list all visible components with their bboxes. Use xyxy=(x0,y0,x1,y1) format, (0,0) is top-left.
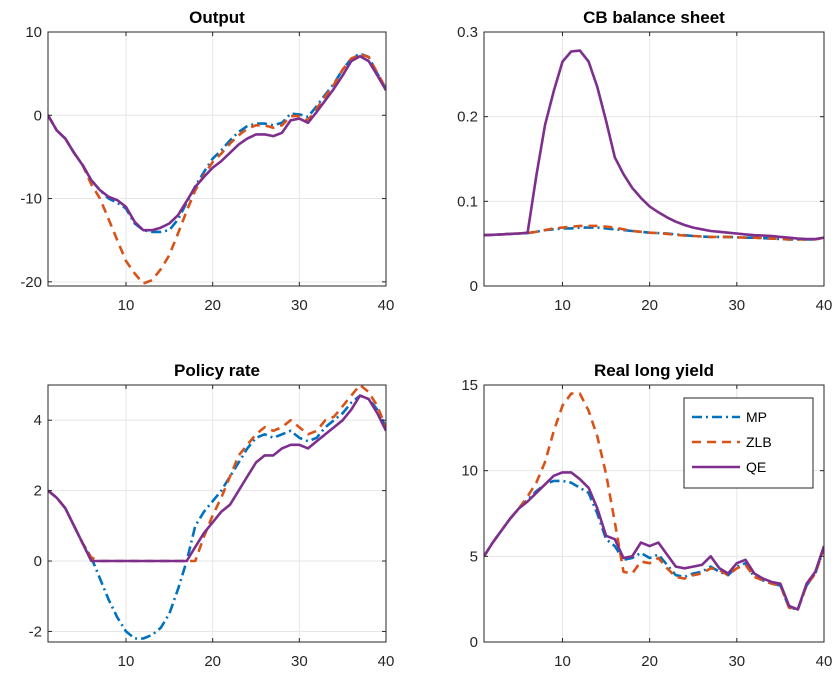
y-tick-label: -10 xyxy=(20,191,42,208)
chart-title: Real long yield xyxy=(594,361,714,380)
x-tick-label: 10 xyxy=(118,297,135,314)
x-tick-label: 20 xyxy=(204,297,221,314)
x-tick-label: 20 xyxy=(641,297,658,314)
x-tick-label: 10 xyxy=(554,653,571,670)
series-line-qe xyxy=(484,49,824,241)
y-tick-label: 2 xyxy=(34,483,42,500)
axes-box xyxy=(47,384,387,643)
panel-real-long-yield: 10 20 30 40 0 5 10 15 Real long yield MP ZLB QE xyxy=(461,361,832,670)
series-group xyxy=(48,52,386,285)
x-tick-label: 20 xyxy=(204,653,221,670)
y-tick-label: 15 xyxy=(461,377,478,394)
y-tick-label: 5 xyxy=(470,548,478,565)
y-tick-label: -20 xyxy=(20,274,42,291)
chart-title: Policy rate xyxy=(174,361,260,380)
series-line-mp xyxy=(484,226,824,241)
y-tick-label: 0.2 xyxy=(457,109,478,126)
series-line-qe xyxy=(48,54,386,232)
series-line-zlb xyxy=(484,224,824,241)
series-group xyxy=(48,384,386,640)
x-tick-label: 40 xyxy=(816,653,833,670)
x-tick-label: 20 xyxy=(641,653,658,670)
legend-label-zlb: ZLB xyxy=(746,434,772,450)
x-tick-label: 10 xyxy=(554,297,571,314)
panel-cb-balance-sheet: 10 20 30 40 0 0.1 0.2 0.3 CB balance sheet xyxy=(457,8,832,314)
legend: MP ZLB QE xyxy=(683,397,814,489)
y-tick-label: 0.3 xyxy=(457,24,478,41)
legend-box xyxy=(683,397,814,489)
x-tick-label: 30 xyxy=(728,297,745,314)
axes-box xyxy=(483,31,825,287)
series-line-mp xyxy=(48,394,386,640)
plot-area xyxy=(48,32,386,286)
legend-label-mp: MP xyxy=(746,409,767,425)
plot-area xyxy=(484,32,824,286)
x-tick-label: 30 xyxy=(291,653,308,670)
series-group xyxy=(484,49,824,241)
y-tick-label: 10 xyxy=(25,24,42,41)
series-group xyxy=(484,392,824,611)
x-tick-label: 40 xyxy=(378,653,395,670)
y-tick-label: 0 xyxy=(34,553,42,570)
y-tick-label: 0.1 xyxy=(457,193,478,210)
series-line-mp xyxy=(48,52,386,234)
x-tick-label: 30 xyxy=(728,653,745,670)
axes-box xyxy=(483,384,825,643)
x-tick-label: 30 xyxy=(291,297,308,314)
chart-title: CB balance sheet xyxy=(583,8,725,27)
plot-area xyxy=(48,385,386,642)
series-line-qe xyxy=(484,471,824,611)
x-tick-label: 40 xyxy=(378,297,395,314)
y-tick-label: 10 xyxy=(461,463,478,480)
x-tick-label: 40 xyxy=(816,297,833,314)
y-tick-label: 0 xyxy=(470,634,478,651)
y-tick-label: 4 xyxy=(34,412,42,429)
y-tick-label: -2 xyxy=(29,623,42,640)
legend-label-qe: QE xyxy=(746,459,766,475)
panel-output: 10 20 30 40 -20 -10 0 10 Output xyxy=(20,8,394,314)
x-tick-label: 10 xyxy=(118,653,135,670)
axes-box xyxy=(47,31,387,287)
series-line-qe xyxy=(48,394,386,563)
series-line-zlb xyxy=(48,53,386,285)
y-tick-label: 0 xyxy=(34,107,42,124)
chart-title: Output xyxy=(189,8,245,27)
panel-policy-rate: 10 20 30 40 -2 0 2 4 Policy rate xyxy=(29,361,395,670)
y-tick-label: 0 xyxy=(470,278,478,295)
